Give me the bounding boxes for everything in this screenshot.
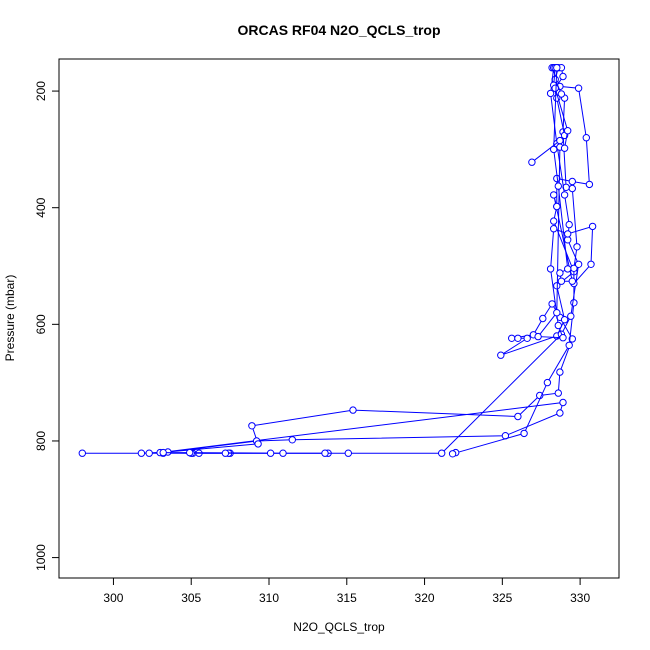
x-tick-label: 315 xyxy=(337,591,357,605)
data-point xyxy=(288,436,296,444)
data-point xyxy=(556,269,564,277)
data-point xyxy=(568,177,576,186)
series-line xyxy=(163,67,580,454)
data-point xyxy=(557,90,566,98)
data-point xyxy=(559,398,567,407)
data-point xyxy=(546,89,555,98)
data-point xyxy=(573,243,581,251)
data-point xyxy=(438,449,446,457)
data-point xyxy=(554,321,562,330)
data-point xyxy=(344,449,352,457)
data-point xyxy=(588,222,597,231)
data-point xyxy=(254,440,262,448)
x-axis-label: N2O_QCLS_trop xyxy=(293,620,385,634)
data-point xyxy=(565,341,573,349)
data-point xyxy=(550,191,558,199)
x-tick-label: 305 xyxy=(181,591,201,605)
data-point xyxy=(568,184,576,193)
data-point xyxy=(539,314,547,323)
data-point xyxy=(560,191,569,199)
data-point xyxy=(186,448,194,457)
data-point xyxy=(497,351,505,359)
data-point xyxy=(137,449,146,457)
data-point xyxy=(560,144,569,152)
data-point xyxy=(557,277,566,285)
data-point xyxy=(568,277,576,285)
data-point xyxy=(568,335,576,343)
data-point xyxy=(559,334,567,342)
plot-frame xyxy=(58,58,620,579)
data-point xyxy=(349,406,357,414)
y-tick-label: 600 xyxy=(34,314,48,334)
data-point xyxy=(582,134,590,142)
data-point xyxy=(548,300,556,308)
y-tick-label: 200 xyxy=(34,81,48,101)
data-point xyxy=(560,316,569,324)
data-point xyxy=(585,180,594,189)
data-point xyxy=(570,299,578,307)
data-point xyxy=(559,72,567,81)
data-point xyxy=(551,84,559,92)
data-point xyxy=(546,265,555,273)
plot-area xyxy=(78,64,597,458)
data-point xyxy=(587,260,595,268)
data-point xyxy=(514,334,522,342)
data-point xyxy=(248,422,256,430)
data-point xyxy=(556,409,564,417)
data-point xyxy=(553,202,561,211)
data-point xyxy=(574,260,583,268)
data-point xyxy=(564,127,572,135)
data-point xyxy=(514,412,522,421)
data-point xyxy=(550,225,558,233)
y-axis: 200 400 600 800 1000 xyxy=(34,81,60,571)
data-point xyxy=(553,309,561,317)
x-tick-label: 330 xyxy=(570,591,590,605)
y-axis-label: Pressure (mbar) xyxy=(3,275,17,362)
y-tick-label: 800 xyxy=(34,431,48,451)
data-point xyxy=(159,448,167,457)
x-tick-label: 325 xyxy=(492,591,512,605)
y-tick-label: 400 xyxy=(34,197,48,217)
data-point xyxy=(78,449,87,457)
chart-title: ORCAS RF04 N2O_QCLS_trop xyxy=(237,22,440,38)
data-point xyxy=(550,145,558,154)
data-point xyxy=(553,64,561,72)
data-point xyxy=(556,136,564,145)
data-point xyxy=(508,334,516,342)
data-point xyxy=(520,429,528,438)
data-point xyxy=(523,334,531,342)
data-point xyxy=(279,449,287,457)
data-point xyxy=(574,84,583,92)
x-tick-label: 310 xyxy=(259,591,279,605)
x-tick-label: 300 xyxy=(103,591,123,605)
data-point xyxy=(565,220,573,229)
data-point xyxy=(145,449,153,457)
y-tick-label: 1000 xyxy=(34,544,48,571)
data-point xyxy=(554,389,562,397)
data-point xyxy=(528,158,536,166)
data-point xyxy=(564,265,572,273)
series-line xyxy=(82,67,590,454)
series-line xyxy=(537,67,594,339)
data-point xyxy=(221,449,230,457)
data-point xyxy=(543,378,552,387)
data-point xyxy=(567,312,575,320)
data-point xyxy=(554,182,562,190)
x-axis: 300 305 310 315 320 325 330 xyxy=(103,577,590,605)
data-point xyxy=(562,183,570,192)
data-point xyxy=(266,449,275,457)
data-point xyxy=(534,332,542,341)
data-point xyxy=(448,450,457,458)
data-point xyxy=(550,217,558,225)
data-point xyxy=(564,230,572,238)
data-point xyxy=(556,368,564,376)
x-tick-label: 320 xyxy=(415,591,435,605)
data-point xyxy=(321,449,329,457)
